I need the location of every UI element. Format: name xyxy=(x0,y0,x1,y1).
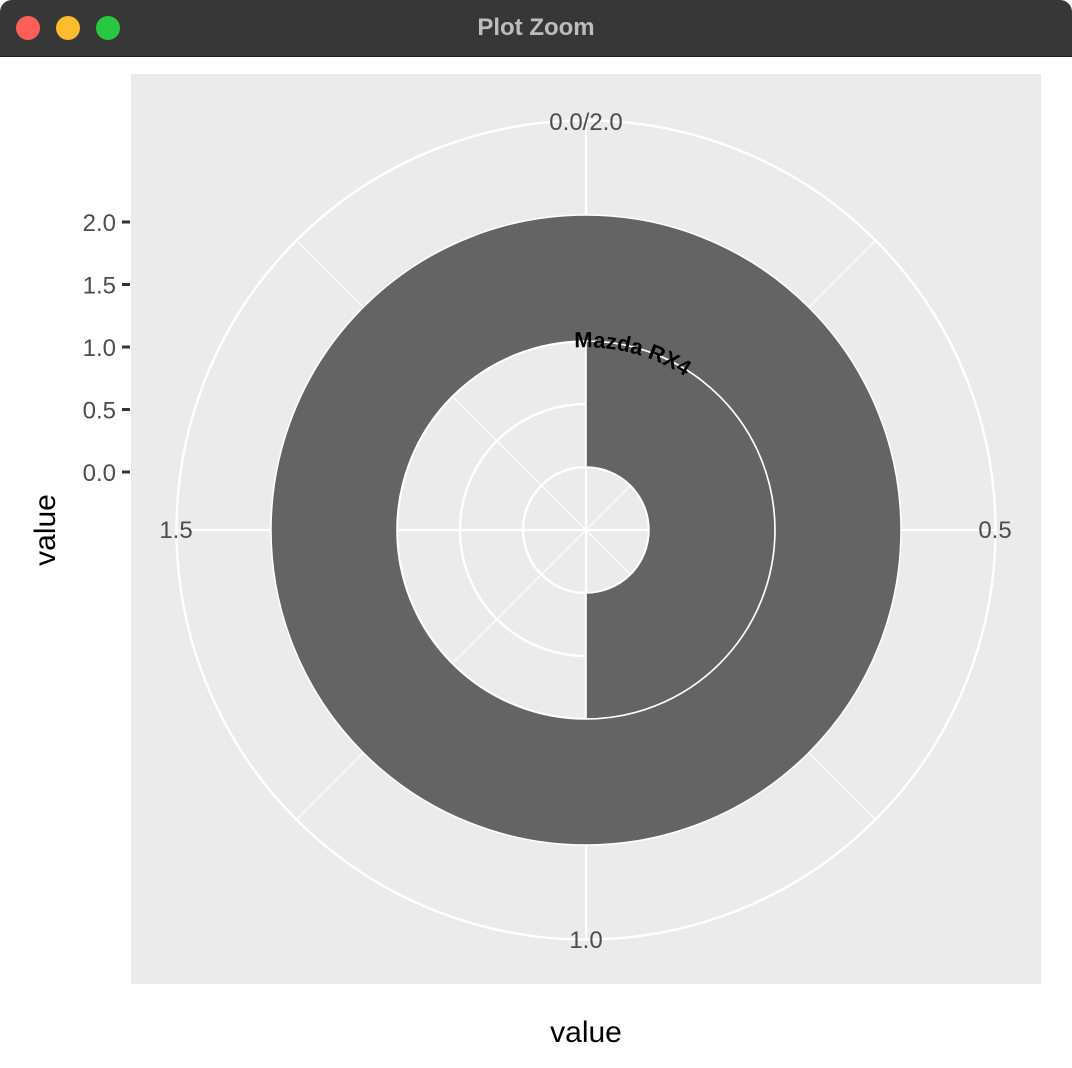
x-axis-title: value xyxy=(550,1016,622,1049)
polar-chart: Mazda RX4 0.0/2.0 0.5 1.0 1.5 0.00.51.01… xyxy=(29,74,1041,1049)
r-axis: 0.0 0.5 1.0 1.5 2.0 xyxy=(83,210,130,487)
window-title: Plot Zoom xyxy=(477,14,595,41)
zoom-button[interactable] xyxy=(96,16,120,40)
minimize-button[interactable] xyxy=(56,16,80,40)
radial-gridline xyxy=(175,119,997,941)
theta-tick-label: 1.5 xyxy=(159,517,192,544)
r-axis-tick-label: 0.5 xyxy=(83,398,116,425)
theta-tick-label: 0.5 xyxy=(978,517,1011,544)
title-bar: Plot Zoom xyxy=(0,0,1072,57)
r-axis-tick-label: 2.0 xyxy=(83,210,116,237)
r-axis-tick-label: 1.0 xyxy=(83,335,116,362)
y-axis-title: value xyxy=(29,494,62,566)
plot-area: Mazda RX4 0.0/2.0 0.5 1.0 1.5 0.0 0.5 1.0 1… xyxy=(0,57,1072,1068)
theta-tick-label: 0.0/2.0 xyxy=(549,109,622,136)
r-axis-tick-label: 0.0 xyxy=(83,460,116,487)
bar-layer xyxy=(270,214,902,846)
theta-tick-label: 1.0 xyxy=(569,927,602,954)
close-button[interactable] xyxy=(16,16,40,40)
r-axis-tick-label: 1.5 xyxy=(83,273,116,300)
